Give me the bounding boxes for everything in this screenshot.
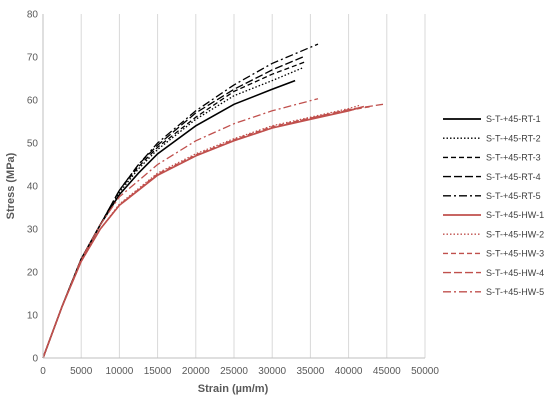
x-tick-label: 5000 [70, 366, 93, 377]
x-axis-title: Strain (µm/m) [198, 383, 269, 395]
x-tick-label: 15000 [144, 366, 172, 377]
series-line-2 [42, 67, 304, 359]
series-line-6 [42, 105, 365, 359]
series-line-7 [42, 104, 361, 359]
y-axis-title: Stress (MPa) [5, 152, 17, 219]
y-tick-label: 70 [27, 53, 39, 64]
y-tick-label: 0 [32, 354, 38, 365]
x-tick-label: 50000 [411, 366, 439, 377]
x-tick-label: 25000 [220, 366, 248, 377]
x-tick-label: 30000 [258, 366, 286, 377]
x-tick-label: 35000 [296, 366, 324, 377]
legend-label: S-T-+45-RT-1 [486, 114, 541, 124]
series-layer [42, 43, 384, 359]
legend-label: S-T-+45-HW-5 [486, 287, 544, 297]
x-tick-labels: 0 5000 10000 15000 20000 25000 30000 35000 40000… [40, 366, 439, 377]
y-tick-label: 50 [27, 139, 39, 150]
y-tick-label: 60 [27, 96, 39, 107]
y-tick-label: 20 [27, 268, 39, 279]
series-line-10 [42, 98, 319, 359]
legend-label: S-T-+45-HW-4 [486, 268, 544, 278]
legend-label: S-T-+45-HW-1 [486, 210, 544, 220]
x-tick-label: 0 [40, 366, 46, 377]
x-tick-label: 20000 [182, 366, 210, 377]
series-line-8 [42, 105, 372, 359]
axes [42, 14, 425, 359]
legend: S-T-+45-RT-1 S-T-+45-RT-2 S-T-+45-RT-3 S-T-… [443, 114, 544, 297]
legend-label: S-T-+45-HW-2 [486, 229, 544, 239]
gridlines [42, 14, 426, 358]
series-line-3 [42, 60, 307, 359]
y-tick-label: 80 [27, 10, 39, 21]
series-line-9 [42, 103, 384, 359]
y-tick-labels: 0 10 20 30 40 50 60 70 80 [27, 10, 39, 365]
x-tick-label: 45000 [373, 366, 401, 377]
y-tick-label: 40 [27, 182, 39, 193]
legend-label: S-T-+45-RT-5 [486, 191, 541, 201]
x-tick-label: 40000 [335, 366, 363, 377]
legend-label: S-T-+45-RT-3 [486, 153, 541, 163]
legend-label: S-T-+45-HW-3 [486, 249, 544, 259]
series-line-5 [42, 43, 319, 359]
y-tick-label: 10 [27, 311, 39, 322]
x-tick-label: 10000 [105, 366, 133, 377]
series-line-4 [42, 56, 304, 359]
legend-label: S-T-+45-RT-4 [486, 172, 541, 182]
legend-label: S-T-+45-RT-2 [486, 133, 541, 143]
y-tick-label: 30 [27, 225, 39, 236]
